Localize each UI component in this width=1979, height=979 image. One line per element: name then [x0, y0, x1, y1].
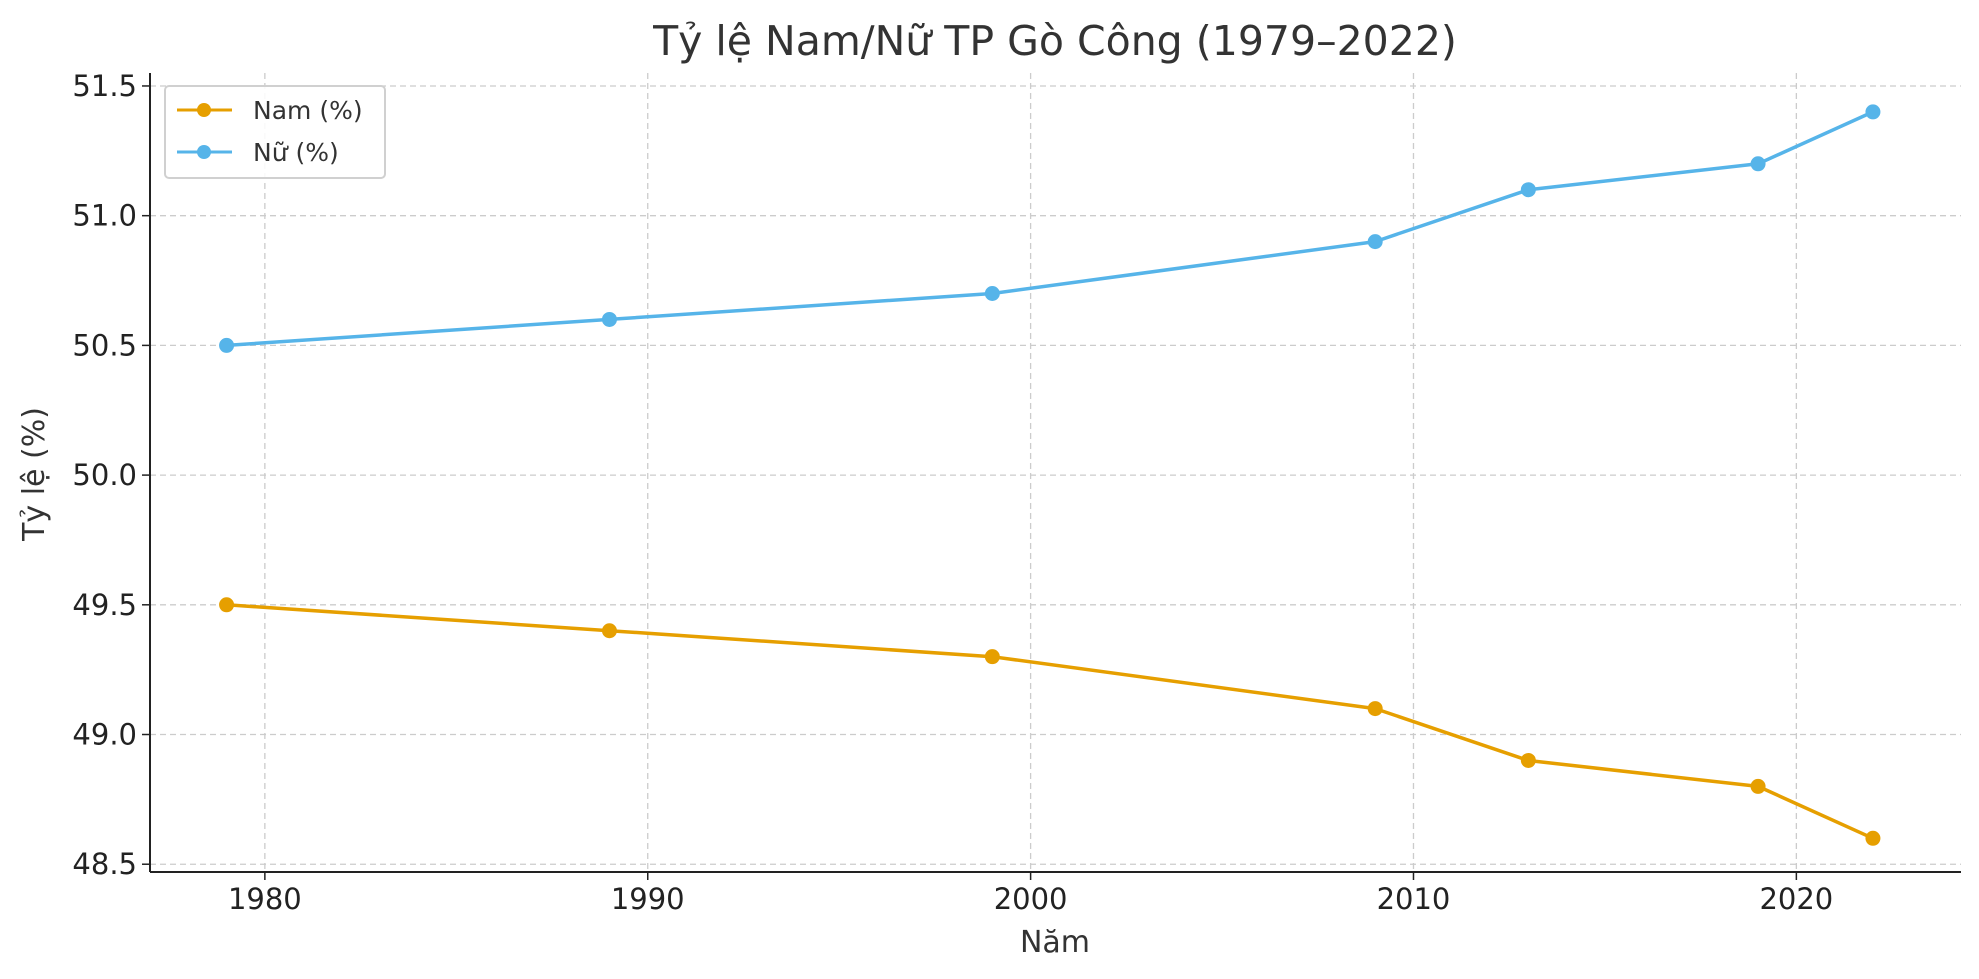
x-tick-label: 2000 [994, 882, 1068, 916]
y-tick-label: 49.5 [72, 588, 137, 622]
data-point-nam [1865, 830, 1881, 846]
x-tick-label: 1980 [228, 882, 302, 916]
y-tick-label: 51.0 [72, 199, 137, 233]
legend-label-nam: Nam (%) [253, 96, 363, 125]
legend-label-nu: Nữ (%) [253, 138, 339, 167]
data-point-nu [1367, 234, 1383, 250]
legend-marker-nu [197, 145, 211, 159]
data-point-nu [1865, 104, 1881, 120]
legend: Nam (%) Nữ (%) [164, 85, 386, 179]
data-point-nu [1750, 156, 1766, 172]
x-tick-label: 2010 [1377, 882, 1451, 916]
data-point-nam [1750, 778, 1766, 794]
data-point-nam [984, 649, 1000, 665]
data-point-nu [601, 311, 617, 327]
x-tick-label: 2020 [1759, 882, 1833, 916]
legend-marker-nam [197, 103, 211, 117]
data-point-nam [1520, 752, 1536, 768]
y-tick-label: 50.5 [72, 328, 137, 362]
data-point-nam [1367, 701, 1383, 717]
y-tick-label: 49.0 [72, 718, 137, 752]
data-point-nu [1520, 182, 1536, 198]
data-point-nu [219, 337, 235, 353]
chart-title: Tỷ lệ Nam/Nữ TP Gò Công (1979–2022) [652, 17, 1457, 65]
x-axis-label: Năm [1020, 925, 1090, 960]
y-tick-label: 48.5 [72, 847, 137, 881]
data-point-nam [601, 623, 617, 639]
grid-lines [150, 73, 1961, 872]
data-point-nam [219, 597, 235, 613]
y-tick-label: 51.5 [72, 69, 137, 103]
y-axis-label: Tỷ lệ (%) [17, 407, 52, 542]
series-lines [219, 104, 1881, 846]
x-tick-label: 1990 [611, 882, 685, 916]
tick-marks: 1980 1990 2000 2010 2020 48.5 49.0 49.5 50.0 50.5… [72, 69, 1833, 916]
axes [149, 73, 1961, 873]
data-point-nu [984, 286, 1000, 302]
y-tick-label: 50.0 [72, 458, 137, 492]
